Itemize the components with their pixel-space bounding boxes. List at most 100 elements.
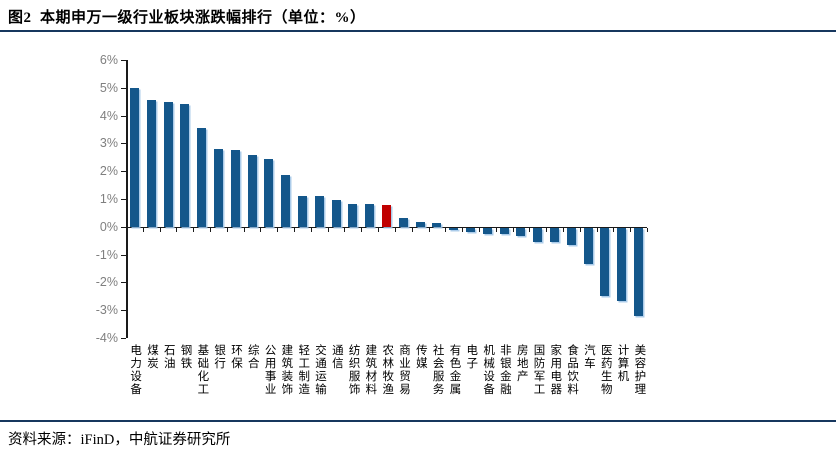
y-axis-tick <box>121 87 126 89</box>
x-category-slot: 有色金属 <box>445 344 462 396</box>
x-axis-tick <box>579 228 581 233</box>
y-axis-tick <box>121 338 126 339</box>
x-category-slot: 计算机 <box>613 344 630 383</box>
x-category-slot: 电力设备 <box>126 344 143 396</box>
x-category-slot: 公用事业 <box>260 344 277 396</box>
x-category-label: 纺织服饰 <box>347 344 360 396</box>
bar <box>163 101 173 227</box>
x-category-label: 煤炭 <box>145 344 158 370</box>
figure-title: 图2 本期申万一级行业板块涨跌幅排行（单位：%） <box>8 10 366 26</box>
x-axis-tick <box>378 228 380 233</box>
y-tick-label: 5% <box>99 80 118 95</box>
x-category-slot: 钢铁 <box>176 344 193 370</box>
x-category-slot: 传媒 <box>412 344 429 370</box>
bar <box>365 204 375 227</box>
x-category-label: 社会服务 <box>431 344 444 396</box>
bar <box>415 221 425 227</box>
y-tick-label: 1% <box>99 192 118 206</box>
x-category-label: 房地产 <box>515 344 528 383</box>
bar <box>449 228 459 231</box>
x-category-label: 综合 <box>246 344 259 370</box>
x-category-slot: 商业贸易 <box>395 344 412 396</box>
x-category-label: 美容护理 <box>633 344 646 396</box>
x-axis-tick <box>126 228 127 233</box>
x-category-slot: 家用电器 <box>546 344 563 396</box>
x-category-slot: 汽车 <box>580 344 597 370</box>
x-category-label: 建筑装饰 <box>280 344 293 396</box>
x-category-label: 轻工制造 <box>297 344 310 396</box>
x-axis-tick <box>546 228 548 233</box>
x-category-slot: 电子 <box>462 344 479 370</box>
bar <box>499 228 509 235</box>
bar <box>281 174 291 227</box>
x-category-slot: 综合 <box>244 344 261 370</box>
x-axis-tick <box>176 228 178 233</box>
x-category-slot: 建筑材料 <box>361 344 378 396</box>
y-tick-label: 4% <box>99 108 118 123</box>
bar <box>314 196 324 227</box>
x-axis-tick <box>462 228 464 233</box>
x-category-label: 计算机 <box>616 344 629 383</box>
x-axis-tick <box>596 228 598 233</box>
x-axis-tick <box>428 228 430 233</box>
bar <box>230 150 240 227</box>
y-tick-label: -2% <box>95 275 118 290</box>
x-axis-tick <box>630 228 632 233</box>
x-axis-tick <box>495 228 497 233</box>
y-axis-tick <box>121 282 126 284</box>
bar-highlighted <box>382 204 391 227</box>
bar <box>583 228 593 264</box>
x-category-slot: 基础化工 <box>193 344 210 396</box>
y-tick-label: 3% <box>99 136 118 151</box>
x-category-label: 通信 <box>330 344 343 370</box>
bar <box>466 228 476 233</box>
x-category-slot: 银行 <box>210 344 227 370</box>
y-tick-label: 2% <box>99 164 118 179</box>
y-tick-label: 6% <box>99 53 118 67</box>
x-category-label: 建筑材料 <box>364 344 377 396</box>
x-axis-tick <box>394 228 396 233</box>
bar <box>566 228 576 245</box>
bar <box>264 158 274 227</box>
y-axis-line <box>126 60 128 338</box>
x-category-label: 基础化工 <box>196 344 209 396</box>
x-category-slot: 农林牧渔 <box>378 344 395 396</box>
x-category-label: 传媒 <box>414 344 427 370</box>
x-category-slot: 社会服务 <box>429 344 446 396</box>
bar <box>398 217 408 227</box>
y-axis-tick <box>121 226 126 228</box>
x-axis-tick <box>445 228 447 233</box>
x-axis-tick <box>193 228 195 233</box>
x-axis-tick <box>529 228 531 233</box>
x-category-slot: 纺织服饰 <box>344 344 361 396</box>
x-category-label: 非银金融 <box>498 344 511 396</box>
bar <box>247 154 257 227</box>
x-category-label: 环保 <box>229 344 242 370</box>
x-axis-tick <box>294 228 296 233</box>
x-axis-tick <box>226 228 228 233</box>
bar <box>432 223 442 227</box>
x-category-slot: 通信 <box>328 344 345 370</box>
x-category-label: 商业贸易 <box>398 344 411 396</box>
bar <box>482 228 492 234</box>
y-axis-tick <box>121 254 126 256</box>
bar <box>348 204 358 227</box>
x-axis-tick <box>210 228 212 233</box>
x-category-label: 交通运输 <box>314 344 326 396</box>
x-axis-tick <box>327 228 329 233</box>
bar <box>533 228 543 243</box>
bar <box>550 228 560 243</box>
x-axis-tick <box>562 228 564 233</box>
x-category-label: 家用电器 <box>549 344 562 396</box>
y-tick-label: -1% <box>95 247 118 262</box>
bar <box>146 100 156 227</box>
x-category-slot: 轻工制造 <box>294 344 311 396</box>
bar <box>180 104 190 227</box>
bar <box>331 200 341 227</box>
y-tick-label: -4% <box>95 331 118 345</box>
bar <box>197 128 207 227</box>
x-category-label: 电力设备 <box>129 344 142 396</box>
x-category-slot: 交通运输 <box>311 344 328 396</box>
x-category-slot: 食品饮料 <box>563 344 580 396</box>
